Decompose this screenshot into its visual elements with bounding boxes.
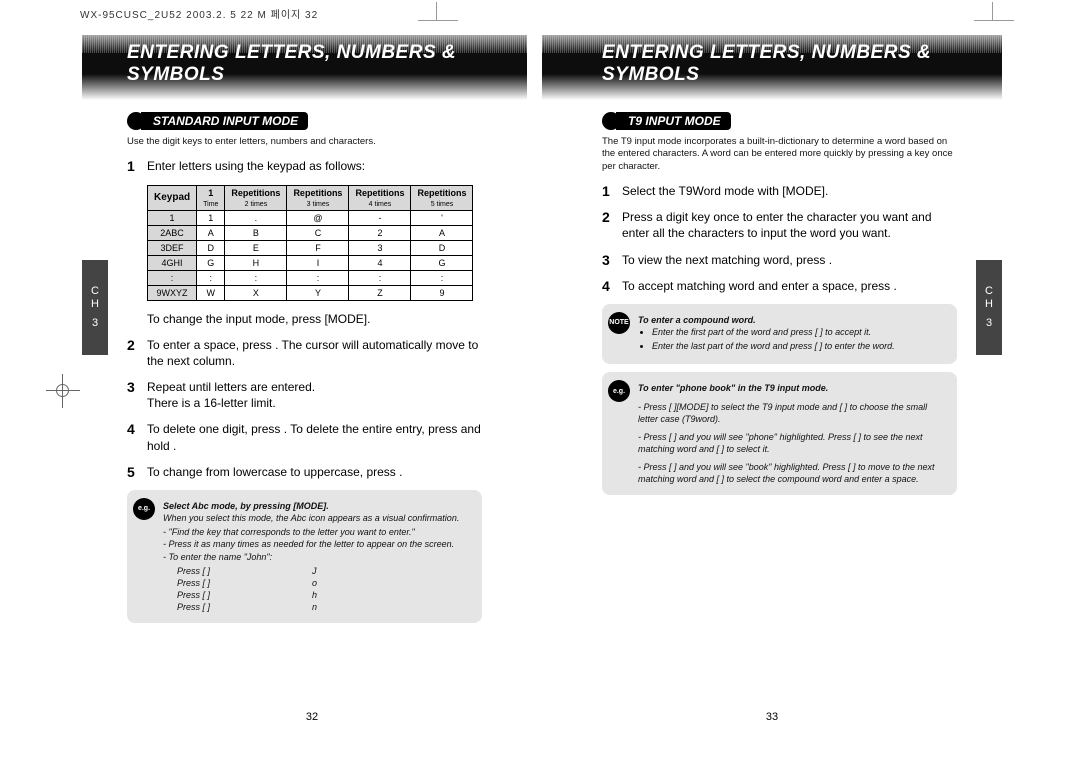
section-header: T9 INPUT MODE [602, 112, 731, 130]
chapter-banner: ENTERING LETTERS, NUMBERS & SYMBOLS [542, 35, 1002, 100]
eg-badge-icon: e.g. [608, 380, 630, 402]
note-box: NOTE To enter a compound word. Enter the… [602, 304, 957, 364]
crop-mark [992, 2, 993, 20]
crop-mark [436, 2, 437, 20]
example-box: e.g. Select Abc mode, by pressing [MODE]… [127, 490, 482, 623]
page-number: 33 [766, 711, 778, 723]
chapter-tab: CH 3 [976, 260, 1002, 355]
section-intro: Use the digit keys to enter letters, num… [127, 136, 482, 148]
page-spread: CH 3 ENTERING LETTERS, NUMBERS & SYMBOLS… [82, 35, 1002, 735]
registration-mark [52, 380, 74, 402]
step-1: 1 Enter letters using the keypad as foll… [127, 158, 482, 174]
step-2: 2 Press a digit key once to enter the ch… [602, 209, 957, 241]
note-badge-icon: NOTE [608, 312, 630, 334]
example-box: e.g. To enter "phone book" in the T9 inp… [602, 372, 957, 495]
section-intro: The T9 input mode incorporates a built-i… [602, 136, 957, 173]
step-5: 5 To change from lowercase to uppercase,… [127, 464, 482, 480]
page-left: CH 3 ENTERING LETTERS, NUMBERS & SYMBOLS… [82, 35, 542, 735]
step-4: 4 To accept matching word and enter a sp… [602, 278, 957, 294]
step-3: 3 Repeat until letters are entered. Ther… [127, 379, 482, 411]
crop-mark [974, 20, 1014, 21]
doc-header: WX-95CUSC_2U52 2003.2. 5 22 M 페이지 32 [80, 6, 318, 21]
step-1: 1 Select the T9Word mode with [MODE]. [602, 183, 957, 199]
crop-mark [418, 20, 458, 21]
section-header: STANDARD INPUT MODE [127, 112, 308, 130]
page-number: 32 [306, 711, 318, 723]
chapter-tab: CH 3 [82, 260, 108, 355]
chapter-banner: ENTERING LETTERS, NUMBERS & SYMBOLS [82, 35, 527, 100]
step-3: 3 To view the next matching word, press … [602, 252, 957, 268]
eg-badge-icon: e.g. [133, 498, 155, 520]
page-right: CH 3 ENTERING LETTERS, NUMBERS & SYMBOLS… [542, 35, 1002, 735]
step-4: 4 To delete one digit, press . To delete… [127, 421, 482, 453]
step-2: 2 To enter a space, press . The cursor w… [127, 337, 482, 369]
after-table: To change the input mode, press [MODE]. [127, 311, 482, 327]
keypad-table: Keypad1TimeRepetitions2 timesRepetitions… [147, 185, 473, 301]
